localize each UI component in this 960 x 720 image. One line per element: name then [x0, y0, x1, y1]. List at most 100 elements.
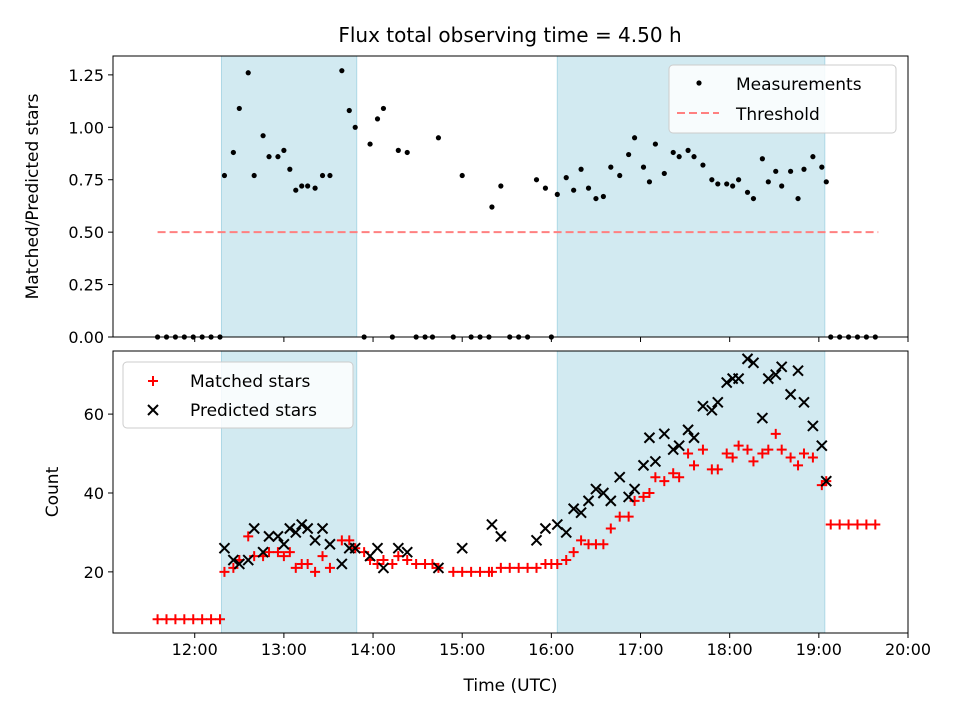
legend-marker-measurements	[696, 80, 702, 86]
predicted-star-point	[233, 558, 246, 570]
measurement-point	[236, 105, 242, 112]
predicted-star-point	[278, 538, 290, 550]
measurement-point	[765, 179, 771, 185]
matched-star-point	[302, 558, 313, 569]
measurement-point	[724, 181, 730, 187]
predicted-star-point	[401, 546, 413, 558]
top-panel: 0.00 0.25 0.50 0.75 1.00 1.25 Matched/Predicte…	[23, 55, 909, 347]
measurement-point	[779, 183, 785, 189]
axes-frame	[112, 55, 909, 338]
matched-star-point	[387, 558, 398, 569]
measurement-point	[715, 181, 721, 187]
predicted-star-point	[248, 522, 260, 535]
measurement-point	[533, 177, 540, 183]
predicted-star-point	[614, 471, 626, 483]
matched-star-point	[712, 464, 723, 475]
predicted-star-point	[575, 506, 587, 519]
predicted-star-point	[284, 522, 296, 535]
matched-star-point	[785, 452, 796, 463]
matched-star-point	[170, 614, 181, 625]
measurement-point	[260, 133, 266, 139]
x-tick-label: 12:00	[172, 640, 218, 659]
measurement-point	[819, 164, 825, 170]
predicted-star-point	[272, 530, 284, 543]
x-tick-label: 13:00	[261, 640, 307, 659]
predicted-star-point	[495, 530, 507, 543]
y-tick-label: 1.25	[68, 66, 104, 85]
measurement-point	[281, 147, 287, 153]
predicted-star-point	[218, 542, 231, 554]
predicted-star-point	[242, 554, 254, 566]
matched-star-point	[317, 551, 328, 562]
predicted-star-point	[530, 534, 543, 547]
matched-star-point	[807, 452, 818, 463]
matched-star-point	[757, 448, 768, 459]
x-axis-label: Time (UTC)	[463, 676, 558, 696]
predicted-star-point	[775, 361, 788, 373]
predicted-star-point	[673, 439, 685, 452]
predicted-star-point	[784, 388, 797, 401]
matched-star-point	[475, 566, 486, 577]
predicted-star-point	[567, 503, 580, 515]
predicted-star-point	[770, 368, 782, 381]
measurement-point	[801, 166, 807, 172]
predicted-star-point	[628, 483, 641, 495]
predicted-star-point	[792, 365, 804, 377]
matched-star-point	[568, 547, 579, 558]
predicted-star-point	[732, 372, 745, 385]
predicted-star-point	[712, 396, 724, 408]
legend-label-matched: Matched stars	[190, 372, 310, 392]
measurement-point	[646, 179, 653, 185]
measurement-point	[380, 105, 387, 112]
predicted-star-point	[296, 518, 308, 531]
predicted-star-point	[316, 522, 329, 535]
measurement-point	[593, 195, 599, 202]
matched-star-point	[466, 566, 477, 577]
matched-star-point	[561, 555, 572, 566]
matched-star-point	[310, 566, 321, 577]
matched-star-point	[552, 558, 563, 569]
matched-star-point	[748, 456, 759, 467]
matched-star-point	[576, 535, 587, 546]
matched-star-point	[504, 562, 515, 573]
predicted-star-point	[706, 404, 718, 416]
measurement-point	[691, 154, 697, 160]
measurement-point	[810, 154, 816, 160]
predicted-star-point	[263, 530, 275, 543]
measurement-point	[459, 172, 465, 179]
legend: Measurements Threshold	[668, 64, 897, 134]
predicted-star-point	[649, 455, 662, 468]
matched-star-point	[344, 535, 355, 546]
predicted-star-point	[301, 522, 314, 535]
matched-star-point	[674, 472, 685, 483]
measurement-point	[346, 107, 352, 114]
predicted-star-point	[309, 534, 321, 547]
measurement-point	[498, 183, 504, 189]
predicted-star-point	[486, 518, 498, 531]
measurement-point	[670, 149, 676, 156]
measurement-point	[788, 168, 794, 174]
predicted-star-point	[807, 420, 819, 432]
x-tick-label: 15:00	[439, 640, 485, 659]
x-tick-label: 19:00	[796, 640, 842, 659]
matched-star-point	[284, 547, 295, 558]
predicted-star-point	[622, 491, 635, 503]
chart-title: Flux total observing time = 4.50 h	[338, 23, 681, 47]
measurement-point	[795, 195, 801, 202]
matched-star-point	[457, 566, 468, 577]
predicted-star-point	[590, 483, 602, 495]
predicted-star-point	[667, 443, 679, 456]
matched-star-point	[638, 491, 649, 502]
matched-star-point	[495, 562, 506, 573]
measurement-point	[352, 124, 358, 130]
predicted-star-point	[756, 412, 769, 424]
matched-star-point	[623, 511, 634, 522]
matched-star-point	[727, 452, 738, 463]
measurement-point	[709, 177, 715, 183]
predicted-star-point	[605, 495, 617, 507]
matched-star-point	[324, 562, 335, 573]
matched-star-point	[264, 547, 275, 558]
matched-star-point	[513, 562, 524, 573]
legend-box	[122, 361, 354, 429]
